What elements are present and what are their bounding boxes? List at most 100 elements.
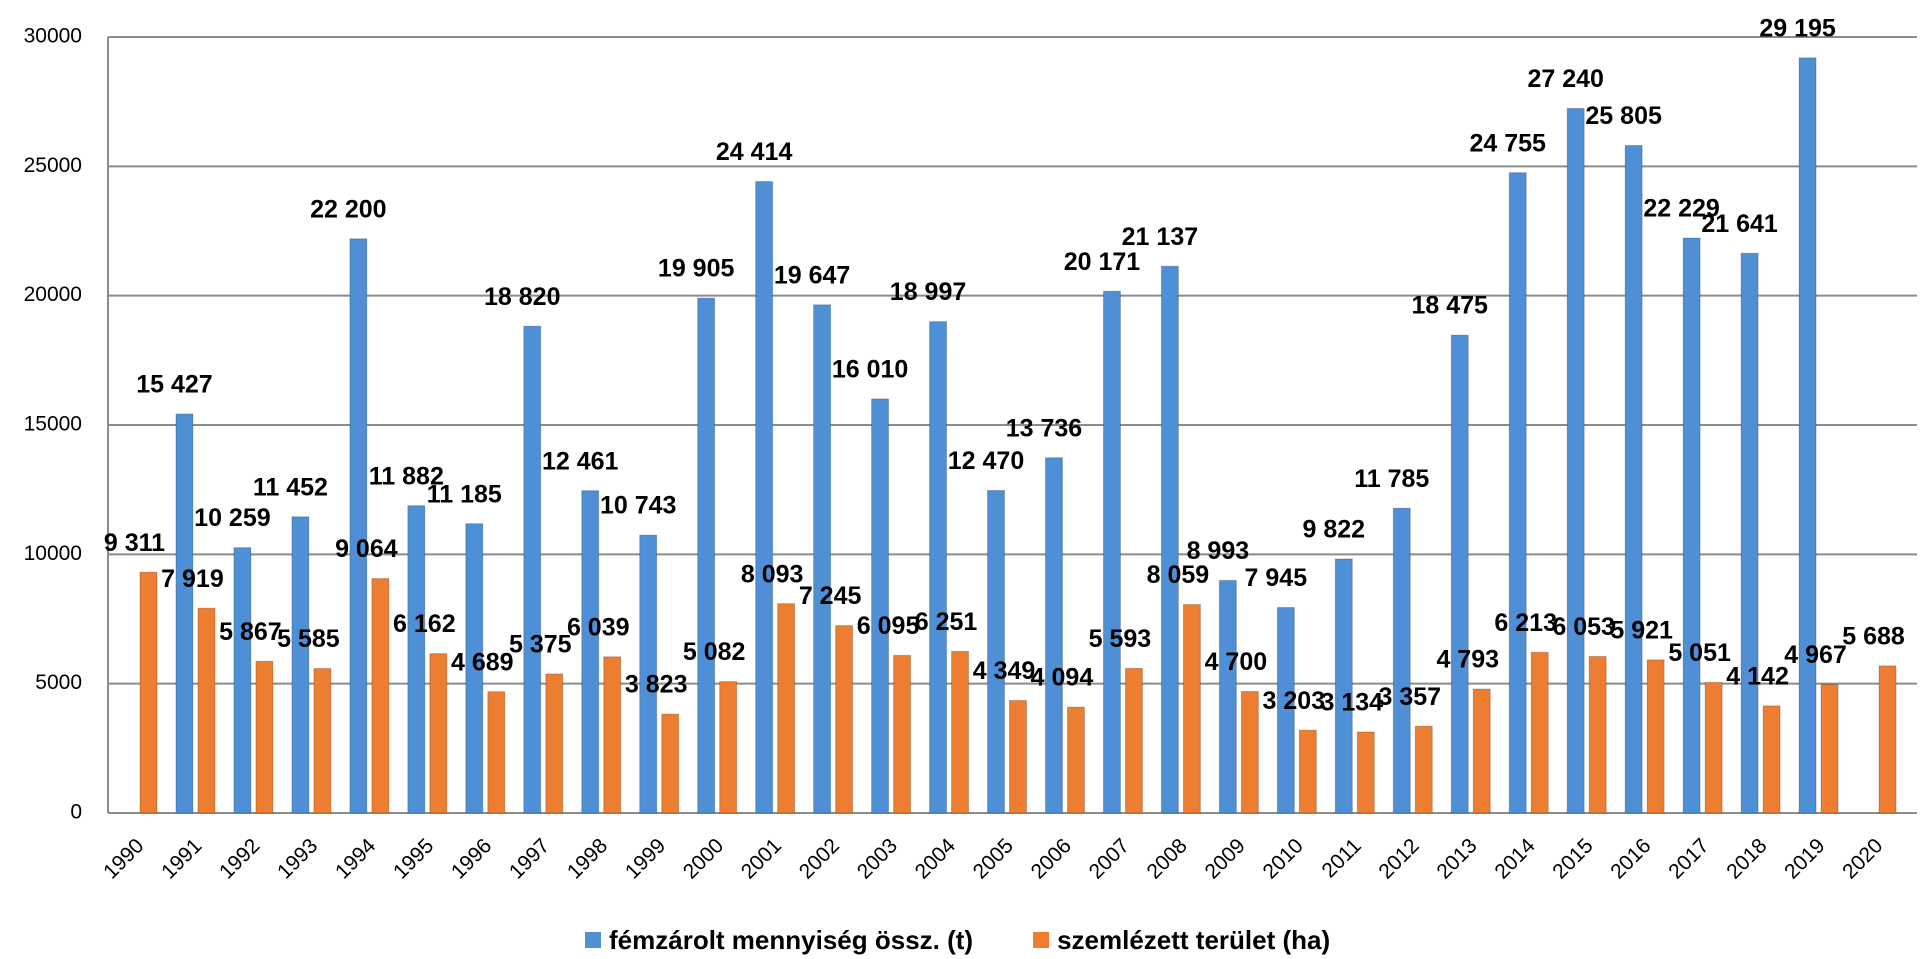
bar	[1762, 705, 1781, 814]
data-label: 5 375	[509, 631, 572, 659]
data-label: 5 051	[1668, 639, 1731, 667]
bar	[1276, 606, 1295, 814]
bar	[661, 713, 680, 814]
x-tick-label: 2009	[1201, 834, 1250, 883]
x-tick-label: 2008	[1143, 834, 1192, 883]
bar	[1009, 700, 1027, 814]
bar	[1682, 237, 1701, 814]
bar	[719, 681, 738, 814]
x-tick-label: 2001	[737, 834, 786, 883]
x-tick-label: 2016	[1606, 834, 1655, 883]
bar	[777, 603, 796, 814]
x-tick-label: 2002	[795, 834, 844, 883]
bar	[1414, 725, 1433, 814]
bar	[987, 489, 1005, 814]
bar	[929, 321, 948, 814]
bar	[407, 505, 426, 814]
data-label: 5 921	[1610, 616, 1673, 644]
x-tick-label: 2005	[969, 834, 1018, 883]
x-tick-label: 2007	[1085, 834, 1134, 883]
x-tick-label: 2011	[1318, 834, 1366, 882]
data-label: 11 452	[253, 473, 328, 501]
data-label: 5 867	[219, 618, 282, 646]
bar	[1798, 57, 1817, 814]
bar	[1392, 507, 1411, 814]
data-label: 24 755	[1469, 129, 1546, 157]
data-label: 19 647	[774, 261, 850, 289]
bar	[1472, 688, 1491, 814]
bar	[1588, 655, 1607, 814]
x-tick-label: 1990	[99, 834, 148, 883]
data-label: 5 082	[683, 638, 746, 666]
x-tick-label: 2015	[1548, 834, 1597, 883]
data-label: 7 245	[799, 582, 862, 610]
bar	[313, 668, 332, 814]
data-label: 20 171	[1064, 248, 1141, 276]
data-label: 22 200	[310, 195, 386, 223]
data-label: 27 240	[1527, 65, 1603, 93]
bar	[545, 673, 564, 814]
bar	[951, 650, 970, 814]
data-label: 4 700	[1205, 648, 1268, 676]
bar	[1044, 457, 1063, 814]
x-tick-label: 1993	[273, 834, 322, 883]
bar	[1646, 659, 1665, 814]
bar	[755, 180, 774, 814]
bar	[1566, 107, 1585, 814]
bar	[1624, 145, 1643, 814]
bar	[1240, 690, 1259, 814]
data-label: 6 095	[857, 612, 920, 640]
data-label: 7 919	[161, 565, 224, 593]
data-label: 3 357	[1378, 683, 1441, 711]
bar	[639, 534, 658, 814]
data-label: 9 064	[335, 535, 398, 563]
data-label: 8 059	[1147, 561, 1210, 589]
data-label: 18 820	[484, 283, 560, 311]
x-tick-label: 2010	[1258, 834, 1307, 883]
bar	[1298, 729, 1317, 814]
bar	[197, 607, 216, 814]
x-tick-label: 1997	[505, 834, 554, 883]
y-tick-label: 20000	[24, 283, 82, 306]
data-label: 7 945	[1245, 564, 1308, 592]
bar	[349, 238, 368, 814]
data-label: 12 470	[948, 447, 1024, 475]
data-label: 19 905	[658, 255, 735, 283]
data-label: 8 093	[741, 560, 804, 588]
bar	[1740, 252, 1759, 814]
x-tick-label: 1991	[157, 834, 206, 883]
bar	[1182, 604, 1201, 814]
data-label: 4 349	[973, 657, 1036, 685]
data-label: 4 689	[451, 648, 514, 676]
bar	[1450, 334, 1469, 814]
data-label: 3 134	[1321, 689, 1384, 717]
data-label: 4 793	[1436, 646, 1499, 674]
y-tick-label: 5000	[35, 671, 82, 694]
y-tick-label: 15000	[24, 413, 82, 436]
data-label: 5 585	[277, 625, 340, 653]
x-tick-label: 2017	[1664, 834, 1713, 883]
bar	[1160, 265, 1179, 814]
x-tick-label: 1994	[331, 834, 381, 884]
data-label: 6 039	[567, 613, 630, 641]
bar	[429, 653, 448, 814]
x-tick-label: 2012	[1374, 834, 1423, 883]
data-label: 8 993	[1187, 537, 1250, 565]
data-label: 4 094	[1031, 664, 1094, 692]
data-label: 9 822	[1303, 516, 1366, 544]
legend-swatch	[1033, 932, 1050, 948]
data-label: 6 162	[393, 610, 456, 638]
data-label: 29 195	[1759, 14, 1836, 42]
legend-label: szemlézett terület (ha)	[1057, 925, 1330, 955]
bar	[1530, 651, 1549, 814]
x-tick-label: 2018	[1722, 834, 1771, 883]
y-tick-label: 10000	[24, 542, 82, 565]
data-label: 6 053	[1552, 613, 1615, 641]
bar	[1878, 665, 1897, 814]
y-tick-label: 25000	[24, 154, 82, 177]
bar	[371, 578, 390, 814]
data-label: 22 229	[1643, 195, 1719, 223]
bar	[1820, 684, 1839, 814]
bar	[291, 516, 310, 814]
